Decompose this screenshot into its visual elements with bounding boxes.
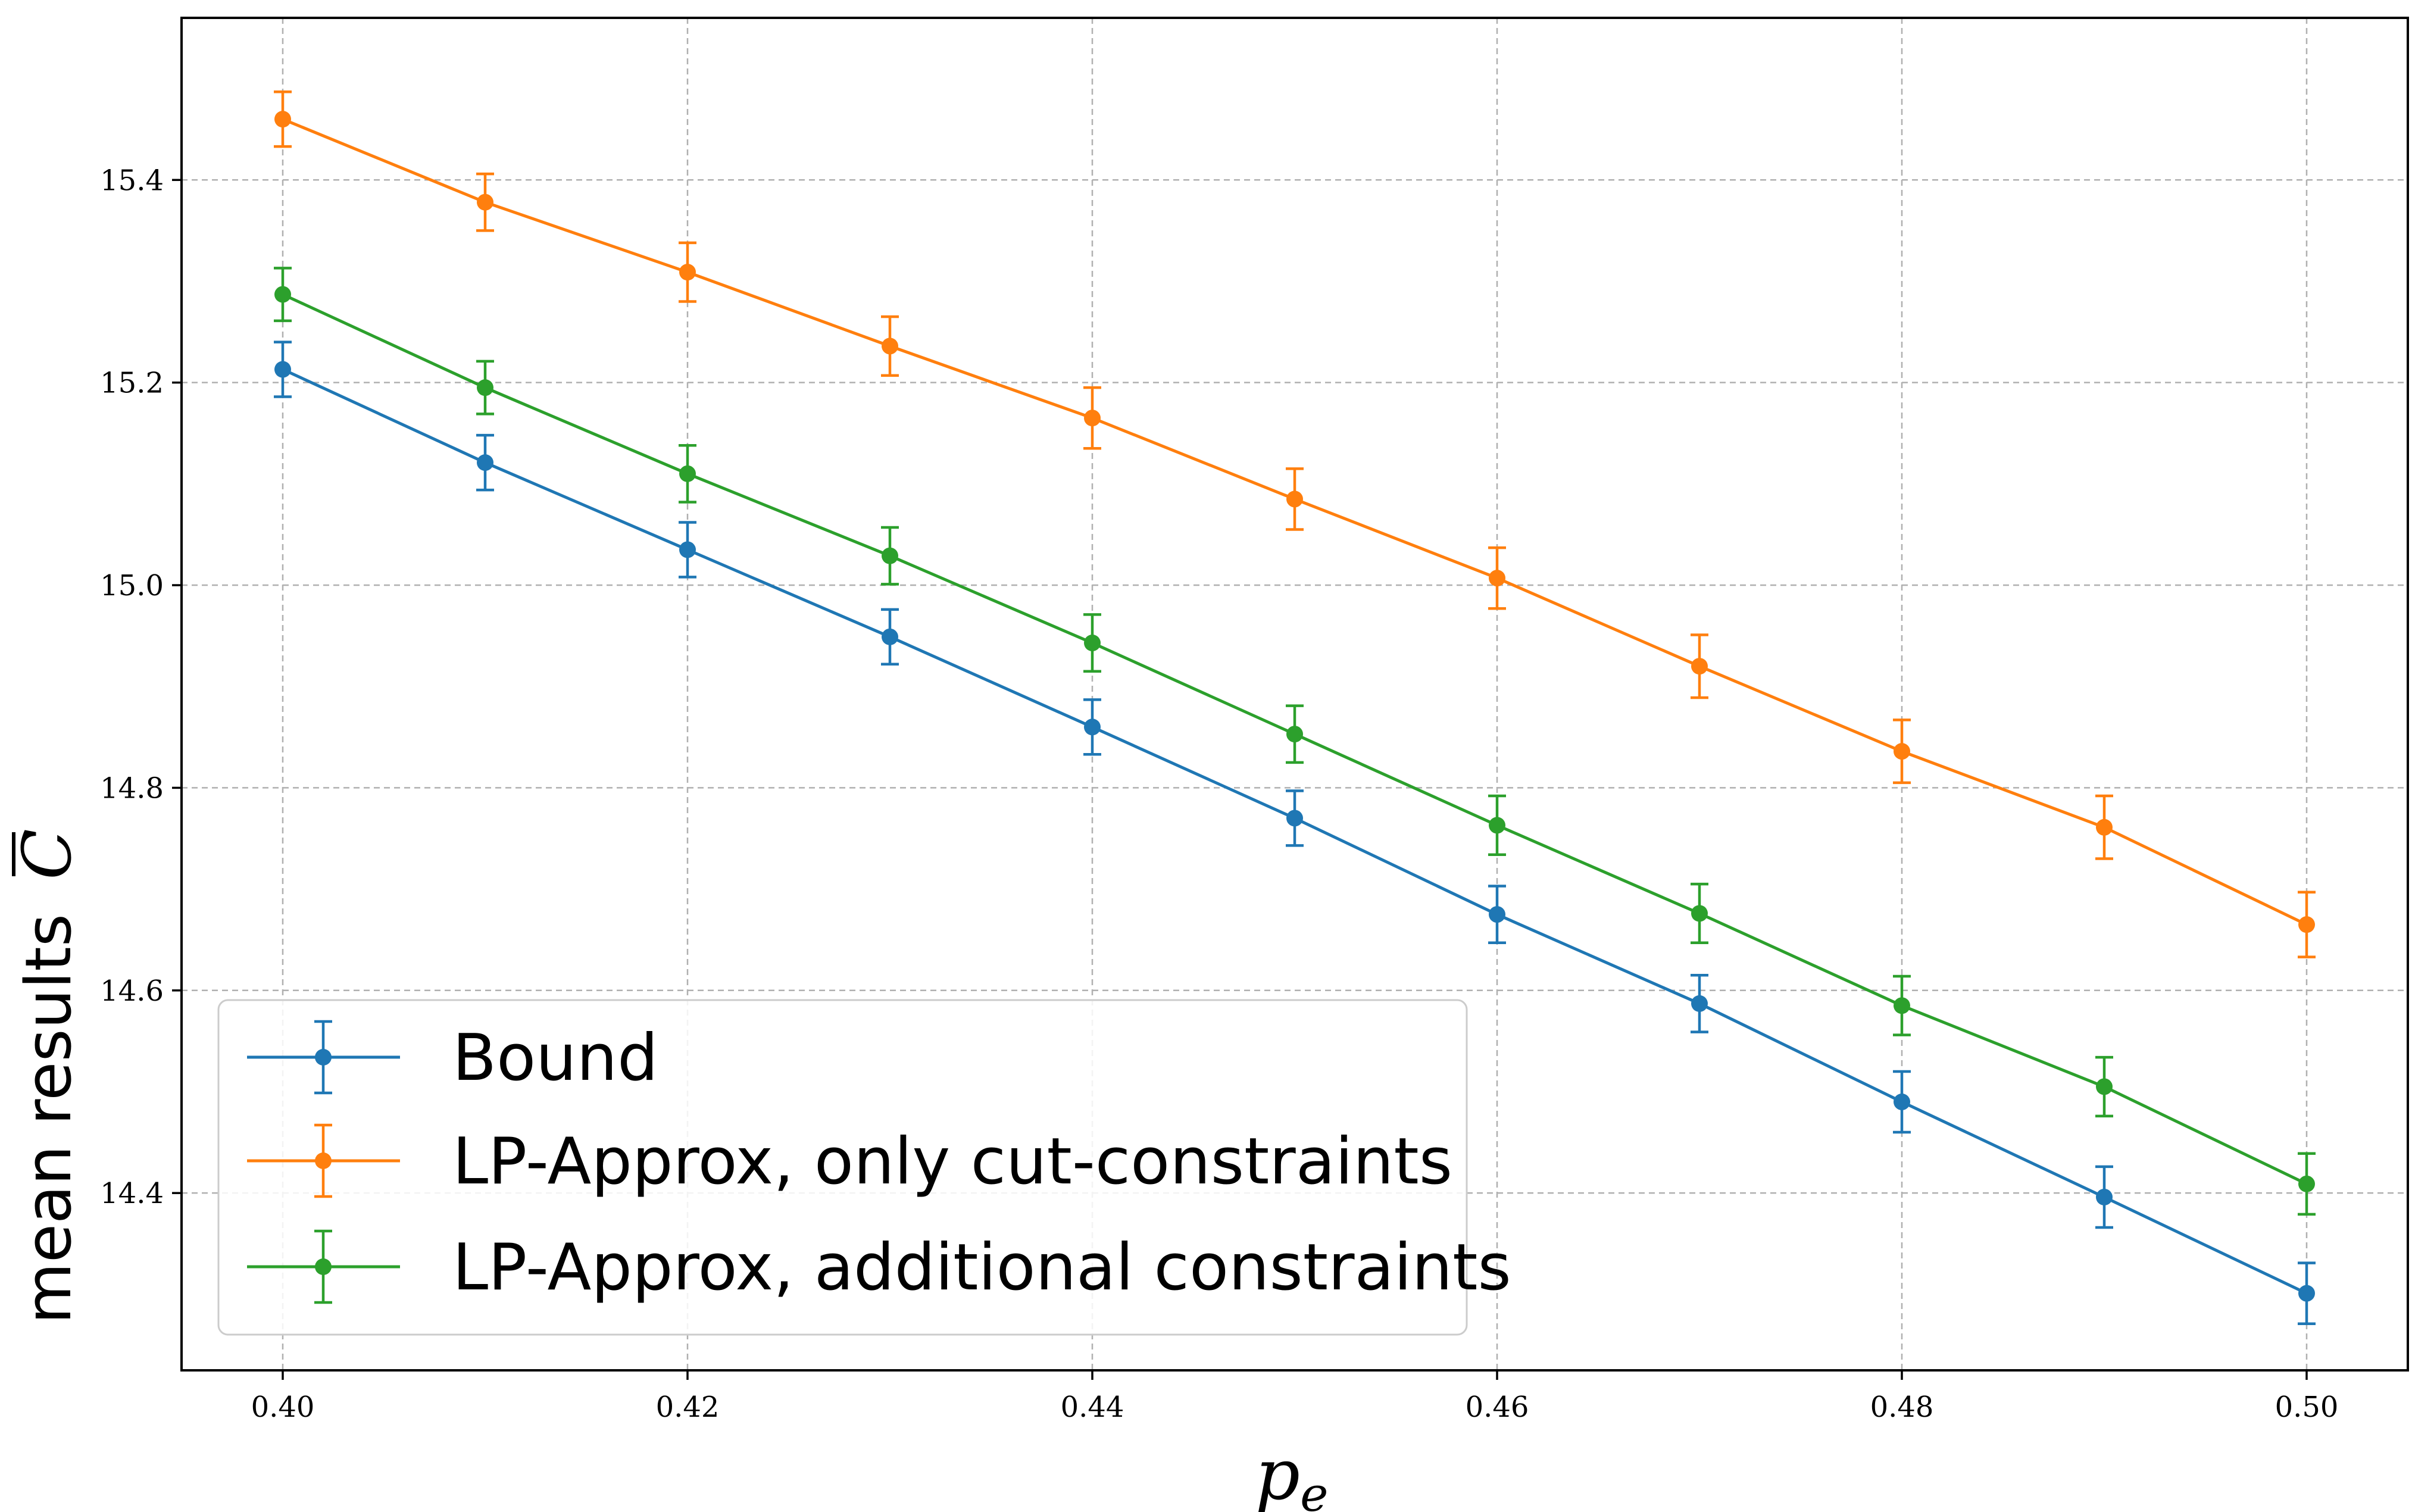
data-point — [2298, 1285, 2315, 1302]
data-point — [2096, 1188, 2113, 1205]
legend-marker — [315, 1049, 332, 1066]
legend-entry: LP-Approx, additional constraints — [247, 1229, 1511, 1305]
x-tick-label: 0.46 — [1466, 1391, 1529, 1424]
legend-entry: Bound — [247, 1020, 658, 1095]
data-point — [1691, 905, 1708, 922]
y-tick-label: 14.4 — [100, 1177, 164, 1210]
data-point — [1691, 995, 1708, 1012]
legend-marker — [315, 1258, 332, 1275]
x-tick-label: 0.48 — [1870, 1391, 1934, 1424]
x-axis-title: pe — [1255, 1433, 1329, 1512]
x-axis-ticks: 0.40 0.42 0.44 0.46 0.48 0.50 — [251, 1370, 2339, 1424]
data-point — [679, 465, 696, 482]
data-point — [477, 379, 493, 396]
legend-entry: LP-Approx, only cut-constraints — [247, 1123, 1452, 1199]
data-point — [1894, 743, 1910, 760]
legend-marker — [315, 1152, 332, 1169]
data-point — [2298, 916, 2315, 933]
data-point — [2298, 1175, 2315, 1192]
data-point — [1489, 906, 1505, 923]
data-point — [882, 338, 898, 355]
x-tick-label: 0.44 — [1061, 1391, 1124, 1424]
data-point — [1084, 635, 1101, 652]
plot-series — [274, 90, 2316, 1325]
data-point — [1084, 718, 1101, 736]
data-point — [882, 547, 898, 564]
y-tick-label: 15.2 — [100, 367, 164, 400]
y-axis-title: mean results C — [9, 829, 86, 1324]
data-point — [477, 454, 493, 471]
data-point — [679, 541, 696, 558]
x-tick-label: 0.50 — [2275, 1391, 2339, 1424]
x-axis-title-subscript: e — [1300, 1467, 1328, 1512]
plot-frame — [180, 17, 2409, 1372]
x-tick-label: 0.42 — [656, 1391, 720, 1424]
legend: Bound LP-Approx, only cut-constraints LP-A… — [217, 999, 1511, 1336]
data-point — [2096, 819, 2113, 836]
grid — [182, 18, 2408, 1370]
series-group — [274, 267, 2316, 1216]
data-point — [274, 286, 291, 303]
legend-label: LP-Approx, only cut-constraints — [452, 1124, 1452, 1199]
legend-label: LP-Approx, additional constraints — [452, 1230, 1511, 1305]
data-point — [679, 264, 696, 281]
series-group — [274, 340, 2316, 1325]
y-axis-ticks: 14.4 14.6 14.8 15.0 15.2 15.4 — [100, 164, 182, 1210]
series-group — [274, 90, 2316, 958]
data-point — [2096, 1078, 2113, 1095]
data-point — [1286, 810, 1303, 827]
y-tick-label: 14.8 — [100, 771, 164, 805]
data-point — [1894, 997, 1910, 1014]
data-point — [477, 193, 493, 211]
x-axis-title-main: p — [1255, 1433, 1301, 1512]
data-point — [882, 628, 898, 645]
data-point — [1489, 817, 1505, 834]
x-tick-label: 0.40 — [251, 1391, 315, 1424]
data-point — [1894, 1094, 1910, 1111]
data-point — [1286, 491, 1303, 508]
data-point — [1084, 410, 1101, 427]
legend-label: Bound — [452, 1021, 658, 1095]
data-point — [1691, 658, 1708, 675]
data-point — [1489, 570, 1505, 587]
y-tick-label: 15.4 — [100, 164, 164, 197]
data-point — [274, 361, 291, 378]
y-axis-title-symbol: C — [9, 829, 86, 880]
legend-box — [217, 999, 1468, 1336]
y-tick-label: 15.0 — [100, 569, 164, 602]
y-axis-title-text: mean results — [12, 914, 85, 1324]
data-point — [274, 111, 291, 128]
data-point — [1286, 726, 1303, 743]
y-tick-label: 14.6 — [100, 974, 164, 1008]
